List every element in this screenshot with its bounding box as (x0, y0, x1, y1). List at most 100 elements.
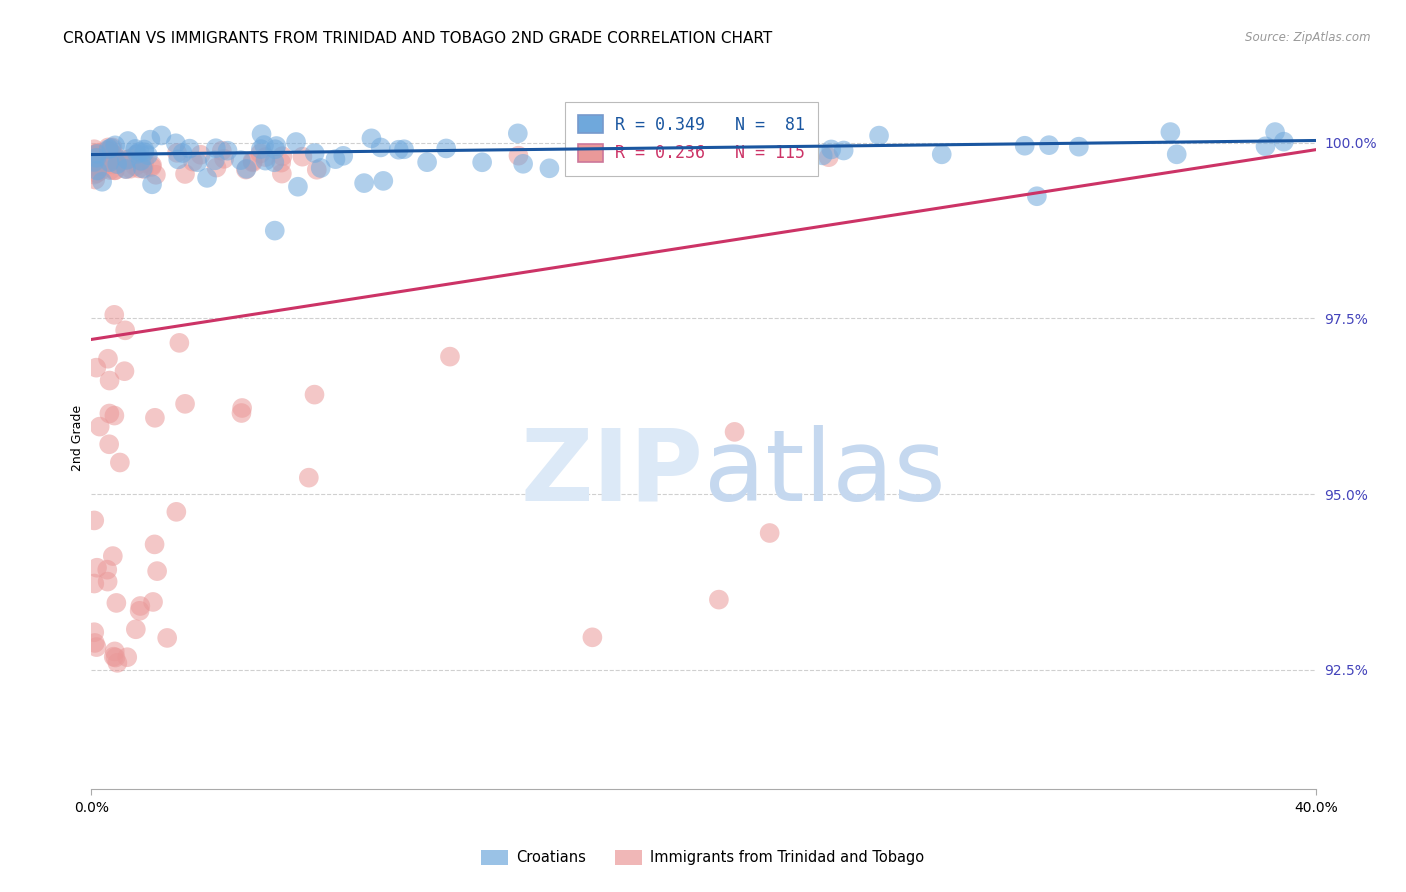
Point (581, 630, 603, 644)
Point (134, 145, 156, 160)
Point (103, 409, 125, 423)
Point (707, 592, 730, 607)
Point (84, 155, 107, 169)
Point (103, 148, 125, 162)
Text: ZIP: ZIP (520, 425, 703, 522)
Point (97, 144, 120, 158)
Point (235, 161, 257, 176)
Point (86, 150, 108, 164)
Y-axis label: 2nd Grade: 2nd Grade (72, 405, 84, 471)
Point (103, 308, 125, 322)
Point (128, 604, 150, 618)
Point (439, 350, 461, 364)
Point (105, 152, 128, 166)
Point (811, 148, 834, 162)
Point (1254, 139, 1277, 153)
Point (83, 576, 105, 591)
Point (662, 148, 685, 162)
Point (90, 149, 112, 163)
Point (266, 139, 288, 153)
Point (134, 143, 156, 157)
Point (97, 142, 120, 156)
Point (143, 537, 166, 551)
Point (103, 157, 125, 171)
Point (90, 153, 112, 168)
Point (231, 401, 253, 415)
Point (1067, 139, 1090, 153)
Point (97, 140, 120, 154)
Point (669, 129, 692, 144)
Point (83, 153, 105, 168)
Point (125, 622, 148, 636)
Point (250, 127, 273, 141)
Point (101, 147, 124, 161)
Point (84, 160, 107, 174)
Point (325, 152, 347, 166)
Text: Source: ZipAtlas.com: Source: ZipAtlas.com (1246, 31, 1371, 45)
Legend: R = 0.349   N =  81, R = 0.236   N = 115: R = 0.349 N = 81, R = 0.236 N = 115 (565, 102, 818, 176)
Point (129, 599, 152, 613)
Point (685, 154, 707, 169)
Point (166, 145, 188, 160)
Point (93, 156, 115, 170)
Point (84, 360, 107, 375)
Point (86, 153, 108, 167)
Point (309, 161, 332, 175)
Point (172, 146, 194, 161)
Point (868, 128, 890, 143)
Point (298, 470, 321, 484)
Point (124, 159, 146, 173)
Point (1272, 135, 1295, 149)
Point (83, 155, 105, 169)
Point (235, 162, 257, 177)
Point (254, 153, 277, 168)
Point (174, 397, 197, 411)
Point (87, 145, 110, 160)
Point (98, 374, 121, 388)
Point (124, 142, 146, 156)
Point (832, 144, 855, 158)
Point (104, 138, 127, 153)
Point (353, 176, 375, 190)
Point (388, 143, 411, 157)
Point (264, 142, 287, 156)
Point (270, 155, 292, 169)
Point (167, 153, 190, 167)
Point (115, 162, 138, 177)
Point (114, 323, 136, 337)
Point (242, 155, 264, 169)
Point (103, 649, 125, 664)
Point (84, 172, 107, 186)
Point (97, 574, 120, 589)
Point (83, 168, 105, 182)
Point (139, 133, 162, 147)
Point (132, 161, 155, 176)
Point (304, 387, 326, 401)
Point (104, 644, 127, 658)
Point (434, 141, 457, 155)
Point (370, 140, 392, 154)
Point (83, 513, 105, 527)
Point (91, 175, 114, 189)
Point (115, 153, 138, 167)
Point (143, 410, 166, 425)
Point (103, 163, 125, 178)
Point (90, 159, 112, 173)
Point (141, 178, 163, 192)
Point (212, 152, 235, 166)
Point (114, 153, 136, 167)
Point (98, 163, 121, 178)
Point (83, 636, 105, 650)
Point (195, 170, 218, 185)
Point (117, 134, 139, 148)
Point (263, 155, 285, 169)
Point (373, 174, 395, 188)
Point (86, 147, 108, 161)
Point (98, 407, 121, 421)
Point (253, 138, 276, 153)
Point (190, 147, 212, 161)
Point (817, 150, 839, 164)
Point (96, 144, 118, 158)
Point (332, 149, 354, 163)
Point (86, 151, 108, 165)
